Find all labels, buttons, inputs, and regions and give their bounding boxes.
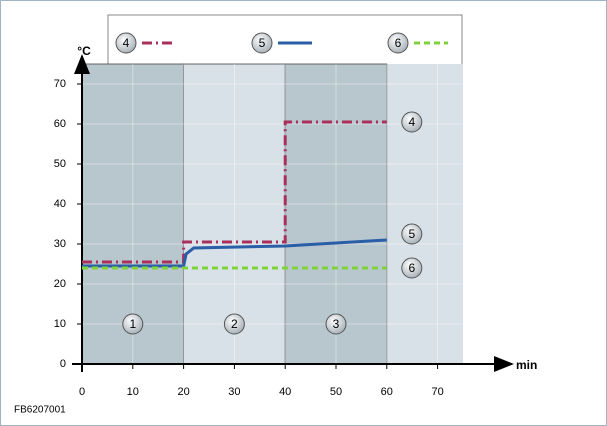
y-tick-label: 40 [54, 198, 66, 210]
badge: 5 [251, 32, 273, 54]
badge-circle [325, 313, 347, 335]
series-line [82, 238, 387, 268]
y-axis-label: °C [77, 44, 91, 58]
badge-circle [251, 32, 273, 54]
x-tick-label: 0 [79, 386, 85, 398]
series-line [82, 120, 387, 264]
y-tick-label: 60 [54, 118, 66, 130]
x-tick-label: 60 [381, 386, 393, 398]
badge-label: 4 [123, 36, 130, 50]
badge-label: 5 [408, 227, 415, 241]
badge: 6 [387, 32, 409, 54]
badge-label: 3 [333, 317, 340, 331]
x-tick-label: 50 [330, 386, 342, 398]
badge-label: 2 [231, 317, 238, 331]
x-tick-label: 40 [279, 386, 291, 398]
badge-label: 6 [408, 261, 415, 275]
badge-circle [115, 32, 137, 54]
badge: 6 [401, 257, 423, 279]
badge-circle [401, 257, 423, 279]
badge-circle [387, 32, 409, 54]
y-tick-label: 70 [54, 78, 66, 90]
x-tick-label: 70 [431, 386, 443, 398]
badge-label: 1 [129, 317, 136, 331]
x-tick-label: 30 [228, 386, 240, 398]
badge-label: 5 [259, 36, 266, 50]
y-tick-label: 30 [54, 238, 66, 250]
y-tick-label: 20 [54, 278, 66, 290]
badge: 2 [223, 313, 245, 335]
badge-circle [122, 313, 144, 335]
badge: 4 [401, 111, 423, 133]
badge: 5 [401, 223, 423, 245]
badge-circle [223, 313, 245, 335]
y-tick-label: 10 [54, 318, 66, 330]
badge-label: 4 [408, 115, 415, 129]
badge: 3 [325, 313, 347, 335]
x-axis-label: min [516, 358, 537, 372]
y-tick-label: 0 [60, 358, 66, 370]
x-tick-label: 20 [177, 386, 189, 398]
badge: 1 [122, 313, 144, 335]
badge-circle [401, 223, 423, 245]
x-tick-label: 10 [127, 386, 139, 398]
y-tick-label: 50 [54, 158, 66, 170]
badge-circle [401, 111, 423, 133]
badge-label: 6 [395, 36, 402, 50]
badge: 4 [115, 32, 137, 54]
figure-code: FB6207001 [14, 405, 66, 416]
